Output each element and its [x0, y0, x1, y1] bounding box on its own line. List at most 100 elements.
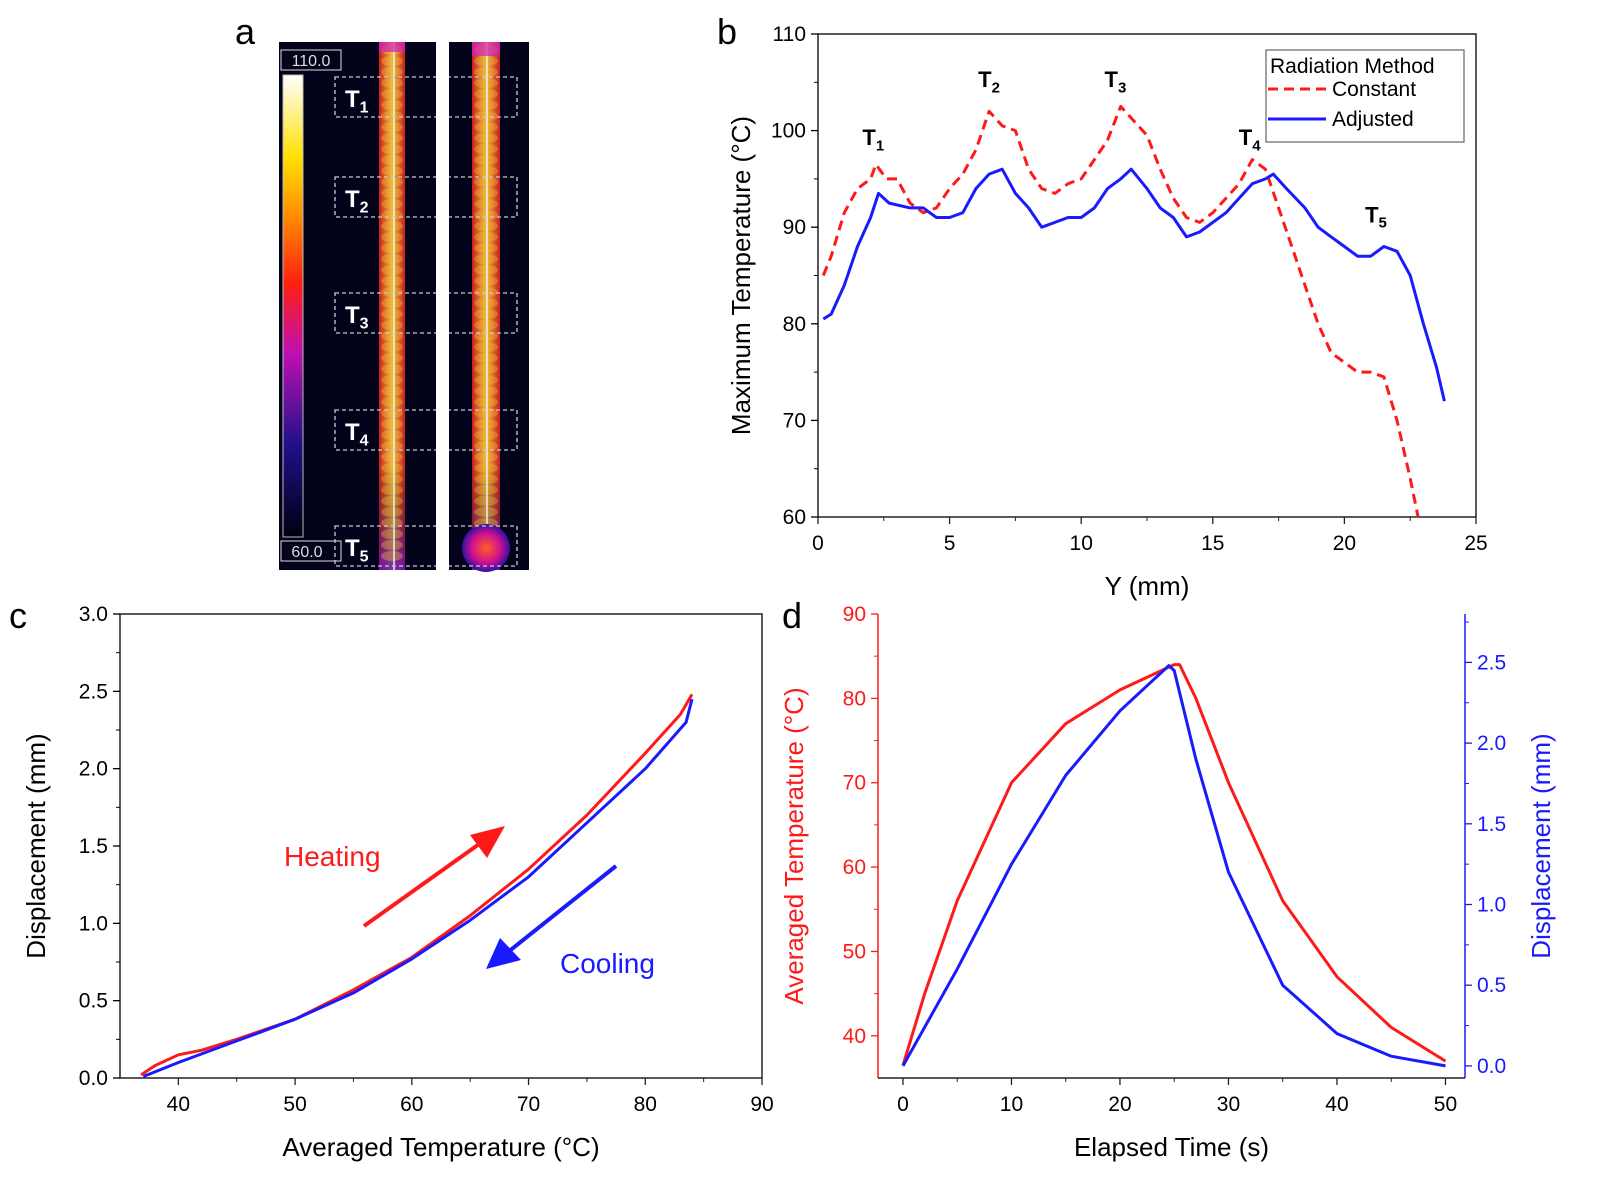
x-axis-label: Y (mm)	[1105, 571, 1190, 601]
panel-label-c: c	[9, 595, 27, 636]
image-gap	[436, 42, 449, 572]
rod-bead	[381, 67, 403, 77]
region-box-T1	[334, 76, 518, 118]
rod-bead	[381, 243, 403, 253]
rod-bead	[474, 353, 498, 363]
x-axis-label: Elapsed Time (s)	[1074, 1132, 1269, 1162]
color-scale-bar	[282, 74, 304, 538]
panel-label-b: b	[717, 11, 737, 52]
y-axis-label: Averaged Temperature (°C)	[779, 687, 809, 1004]
x-tick-label: 10	[1070, 532, 1093, 555]
thermal-image-constant	[279, 42, 436, 570]
hot-spot-blob	[462, 524, 510, 572]
y-tick-label: 50	[843, 940, 866, 963]
rod-bead	[474, 364, 498, 374]
rod-bead	[381, 144, 403, 154]
y-tick-label: 60	[843, 856, 866, 879]
rod-bead	[474, 463, 498, 473]
rod-bead	[381, 287, 403, 297]
rod-bead	[381, 540, 403, 550]
rod-bead	[474, 56, 498, 66]
y-axis-label: Maximum Temperature (°C)	[726, 116, 756, 435]
x-tick-label: 25	[1464, 532, 1487, 555]
rod-bead	[474, 298, 498, 308]
rod-bead	[381, 441, 403, 451]
x-tick-label: 50	[1434, 1093, 1457, 1116]
rod-bead	[474, 111, 498, 121]
chart-d: 0 10 20 30 40 50 40 50 60 70 80 90 0.0 0.5 1.0 1.5 2.0 2.…	[779, 603, 1556, 1162]
x-tick-label: 70	[517, 1093, 540, 1116]
legend-label-adjusted: Adjusted	[1332, 108, 1414, 131]
x-tick-label: 10	[1000, 1093, 1023, 1116]
rod-bead	[474, 287, 498, 297]
rod-bead	[381, 353, 403, 363]
rod-bead	[381, 430, 403, 440]
rod-bead	[474, 386, 498, 396]
rod-bead	[381, 496, 403, 506]
rod-bead	[381, 397, 403, 407]
rod-bead	[474, 89, 498, 99]
rod-bead	[381, 419, 403, 429]
rod-bead	[474, 265, 498, 275]
cooling-label: Cooling	[560, 948, 655, 979]
peak-label-T3: T3	[1105, 67, 1127, 96]
series-line-adjusted	[822, 167, 1446, 402]
x-tick-label: 60	[400, 1093, 423, 1116]
y-tick-label: 0.0	[79, 1067, 108, 1090]
rod-bead	[381, 276, 403, 286]
rod-bead	[474, 177, 498, 187]
scale-min-box	[280, 540, 342, 562]
rod-bead	[381, 100, 403, 110]
x-tick-label: 20	[1108, 1093, 1131, 1116]
rod-cool-end	[472, 42, 500, 570]
rod-bead	[381, 122, 403, 132]
y-tick-label: 1.5	[79, 835, 108, 858]
rod-bead	[381, 342, 403, 352]
legend-title: Radiation Method	[1270, 55, 1435, 78]
y-tick-label: 80	[843, 687, 866, 710]
rod-bead	[474, 133, 498, 143]
x-tick-label: 50	[283, 1093, 306, 1116]
rod-bead	[474, 485, 498, 495]
legend-label-constant: Constant	[1332, 78, 1416, 101]
region-box-T5	[334, 525, 518, 567]
rod-bead	[381, 485, 403, 495]
rod-bead	[381, 474, 403, 484]
rod-bead	[474, 419, 498, 429]
cooling-arrow-head	[486, 938, 521, 969]
rod-bead	[381, 188, 403, 198]
panel-label-d: d	[782, 595, 802, 636]
rod-bead	[381, 210, 403, 220]
heating-arrow	[362, 840, 484, 928]
y-tick-label: 2.5	[79, 680, 108, 703]
y-tick-label: 90	[843, 603, 866, 626]
series-line-constant	[821, 104, 1420, 518]
rod-bead	[381, 254, 403, 264]
x-tick-label: 15	[1201, 532, 1224, 555]
series-line-cooling	[142, 698, 694, 1078]
rod-bead	[474, 100, 498, 110]
legend-box	[1265, 49, 1465, 143]
heating-arrow-head	[470, 826, 505, 858]
y-right-tick-label: 2.0	[1477, 732, 1506, 755]
rod-bead	[474, 474, 498, 484]
x-tick-label: 80	[634, 1093, 657, 1116]
rod-bead	[381, 529, 403, 539]
x-axis-label: Averaged Temperature (°C)	[282, 1132, 599, 1162]
x-tick-label: 30	[1217, 1093, 1240, 1116]
region-box-T2	[334, 176, 518, 218]
rod-bead	[381, 199, 403, 209]
y-tick-label: 70	[843, 772, 866, 795]
rod-bead	[474, 320, 498, 330]
rod-bead	[381, 507, 403, 517]
y-tick-label: 0.5	[79, 990, 108, 1013]
rod-bead	[474, 155, 498, 165]
rod-bead	[381, 463, 403, 473]
series-line-averaged-temperature	[901, 663, 1447, 1066]
rod-bead	[474, 441, 498, 451]
rod-bead	[381, 375, 403, 385]
x-tick-label: 0	[897, 1093, 909, 1116]
rod-bead	[474, 496, 498, 506]
